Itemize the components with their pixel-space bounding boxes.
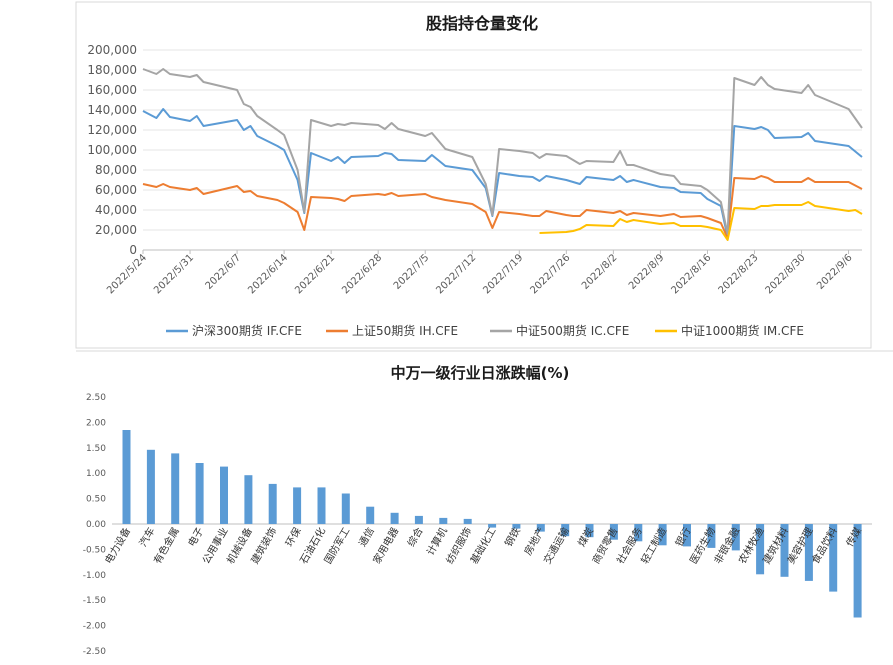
bar-y-tick-label: 2.00 — [86, 418, 106, 428]
bar-27 — [780, 524, 789, 577]
y-tick-label: 140,000 — [87, 103, 137, 117]
line-chart-panel — [75, 1, 872, 349]
y-tick-label: 120,000 — [87, 123, 137, 137]
legend-label-2: 中证500期货 IC.CFE — [516, 323, 629, 338]
bar-13 — [439, 517, 448, 524]
bar-y-tick-label: -1.50 — [83, 596, 107, 606]
y-tick-label: 0 — [129, 243, 137, 257]
bar-20 — [609, 524, 618, 540]
bar-8 — [317, 487, 326, 524]
bar-29 — [829, 524, 838, 592]
bar-25 — [731, 524, 740, 551]
bar-16 — [512, 524, 521, 529]
bar-19 — [585, 524, 594, 538]
series-line-3 — [539, 201, 863, 241]
line-chart-title: 股指持仓量变化 — [426, 14, 538, 33]
bar-y-tick-label: 2.50 — [86, 393, 106, 403]
bar-2 — [171, 453, 180, 524]
bar-23 — [683, 524, 691, 547]
bar-0 — [122, 430, 131, 524]
bar-12 — [414, 515, 423, 524]
bar-11 — [390, 512, 399, 524]
series-line-2 — [142, 68, 863, 235]
bar-y-tick-label: 1.00 — [86, 469, 106, 479]
bar-28 — [804, 524, 813, 581]
bar-y-tick-label: 0.50 — [86, 495, 106, 505]
bar-6 — [268, 483, 277, 524]
line-chart-legend: 沪深300期货 IF.CFE 上证50期货 IH.CFE 中证500期货 IC.CF… — [166, 323, 804, 338]
y-tick-label: 200,000 — [87, 43, 137, 57]
y-tick-label: 60,000 — [95, 183, 137, 197]
y-tick-label: 20,000 — [95, 223, 137, 237]
bar-14 — [463, 518, 472, 524]
bar-5 — [244, 475, 253, 524]
bar-7 — [293, 487, 302, 524]
y-tick-label: 160,000 — [87, 83, 137, 97]
bar-y-tick-label: -2.50 — [83, 647, 107, 657]
bar-chart-y-ticks: 2.50 2.00 1.50 1.00 0.50 0.00 -0.50 -1.00 -1.50 -… — [83, 393, 107, 657]
legend-label-1: 上证50期货 IH.CFE — [352, 323, 458, 338]
bar-y-tick-label: 0.00 — [86, 520, 106, 530]
bar-30 — [853, 524, 862, 618]
legend-label-0: 沪深300期货 IF.CFE — [192, 323, 302, 338]
legend-label-3: 中证1000期货 IM.CFE — [681, 323, 804, 338]
bar-3 — [195, 463, 204, 524]
bar-22 — [658, 524, 667, 546]
line-chart-y-ticks: 0 20,000 40,000 60,000 80,000 100,000 120,000 1… — [87, 43, 137, 257]
bar-y-tick-label: -1.00 — [83, 571, 107, 581]
y-tick-label: 180,000 — [87, 63, 137, 77]
bar-1 — [146, 449, 155, 524]
line-chart-series — [142, 68, 863, 241]
bar-24 — [707, 524, 716, 548]
bar-17 — [536, 524, 545, 532]
bar-chart-bars — [122, 430, 862, 618]
bar-y-tick-label: -0.50 — [83, 545, 107, 555]
bar-y-tick-label: 1.50 — [86, 444, 106, 454]
bar-15 — [488, 524, 497, 528]
bar-chart-title: 中万一级行业日涨跌幅(%) — [391, 364, 570, 382]
bar-10 — [366, 506, 375, 524]
y-tick-label: 40,000 — [95, 203, 137, 217]
bar-26 — [756, 524, 765, 575]
y-tick-label: 80,000 — [95, 163, 137, 177]
y-tick-label: 100,000 — [87, 143, 137, 157]
bar-18 — [561, 524, 570, 537]
bar-4 — [220, 466, 228, 524]
bar-y-tick-label: -2.00 — [83, 622, 107, 632]
bar-9 — [341, 493, 350, 524]
bar-21 — [634, 524, 643, 542]
